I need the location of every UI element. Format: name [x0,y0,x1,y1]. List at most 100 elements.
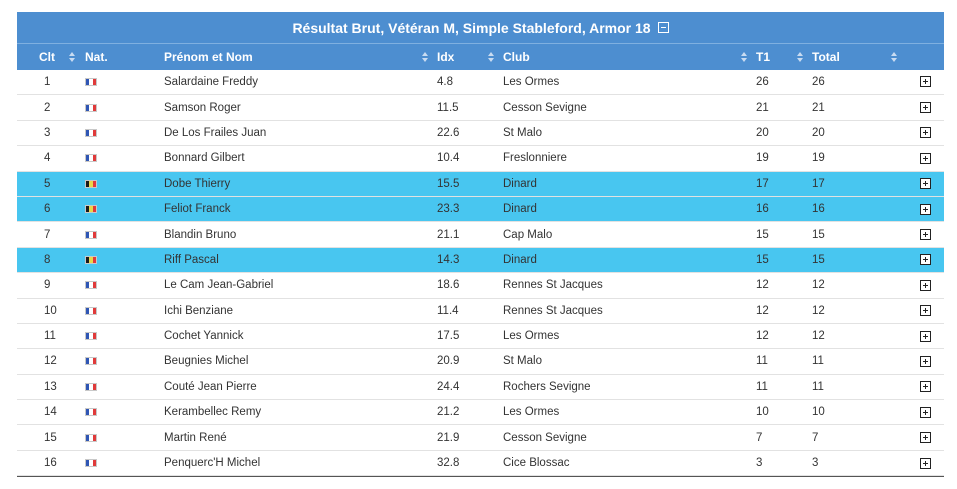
player-name: Dobe Thierry [164,177,231,190]
expand-cell [906,247,944,272]
sort-icon[interactable] [797,52,803,62]
t1-cell: 20 [756,126,769,139]
expand-icon[interactable] [919,152,931,164]
index-cell: 11.5 [437,101,459,114]
table-row[interactable]: 1 Salardaine Freddy 4.8 Les Ormes 26 26 [17,70,944,95]
table-row[interactable]: 16 Penquerc'H Michel 32.8 Cice Blossac 3 3 [17,450,944,476]
player-name: Bonnard Gilbert [164,152,245,165]
expand-icon[interactable] [919,203,931,215]
expand-icon[interactable] [919,330,931,342]
collapse-icon[interactable] [657,22,669,33]
expand-icon[interactable] [919,279,931,291]
club-cell: St Malo [503,355,542,368]
t1-cell: 11 [756,380,768,393]
expand-icon[interactable] [919,432,931,444]
table-row[interactable]: 14 Kerambellec Remy 21.2 Les Ormes 10 10 [17,400,944,425]
expand-icon[interactable] [919,381,931,393]
table-row[interactable]: 7 Blandin Bruno 21.1 Cap Malo 15 15 [17,222,944,248]
results-title: Résultat Brut, Vétéran M, Simple Stablef… [292,19,651,36]
total-cell: 19 [812,152,825,165]
table-bottom-border [17,476,944,477]
rank-cell: 11 [44,330,56,343]
table-row[interactable]: 3 De Los Frailes Juan 22.6 St Malo 20 20 [17,120,944,146]
flag-be-icon [85,179,97,188]
player-name: Beugnies Michel [164,355,249,368]
rank-cell: 3 [44,126,51,139]
index-cell: 17.5 [437,330,460,343]
player-name: Samson Roger [164,101,241,114]
table-row[interactable]: 2 Samson Roger 11.5 Cesson Sevigne 21 21 [17,95,944,121]
player-name: Martin René [164,431,227,444]
expand-cell [906,146,944,171]
index-cell: 4.8 [437,75,453,88]
club-cell: Les Ormes [503,330,560,343]
player-name: Penquerc'H Michel [164,457,261,470]
expand-cell [906,273,944,298]
column-header-nat[interactable]: Nat. [85,43,164,70]
nationality-cell [85,298,164,323]
t1-cell: 15 [756,228,769,241]
sort-icon[interactable] [891,52,897,62]
column-header-t1[interactable]: T1 [756,43,812,70]
column-header-idx[interactable]: Idx [437,43,503,70]
flag-fr-icon [85,281,97,290]
sort-icon[interactable] [69,52,75,62]
expand-icon[interactable] [919,127,931,139]
club-cell: Dinard [503,203,537,216]
rank-cell: 6 [17,196,85,221]
table-row[interactable]: 6 Feliot Franck 23.3 Dinard 16 16 [17,196,944,222]
sort-icon[interactable] [741,52,747,62]
column-header-expand [906,43,944,70]
club-cell: Cesson Sevigne [503,101,587,114]
table-row[interactable]: 12 Beugnies Michel 20.9 St Malo 11 11 [17,349,944,375]
t1-cell: 12 [756,304,769,317]
results-title-bar: Résultat Brut, Vétéran M, Simple Stablef… [17,12,944,43]
flag-be-icon [85,255,97,264]
index-cell: 20.9 [437,355,460,368]
index-cell: 18.6 [437,279,460,292]
nationality-cell [85,120,164,145]
column-header-total[interactable]: Total [812,43,906,70]
flag-fr-icon [85,433,97,442]
expand-icon[interactable] [919,457,931,469]
expand-icon[interactable] [919,254,931,266]
sort-icon[interactable] [488,52,494,62]
table-row[interactable]: 11 Cochet Yannick 17.5 Les Ormes 12 12 [17,323,944,349]
total-cell: 7 [812,431,819,444]
column-header-club[interactable]: Club [503,43,756,70]
total-cell: 15 [812,253,825,266]
expand-icon[interactable] [919,178,931,190]
nationality-cell [85,247,164,272]
player-name: Cochet Yannick [164,330,244,343]
table-row[interactable]: 4 Bonnard Gilbert 10.4 Freslonniere 19 19 [17,146,944,172]
table-row[interactable]: 13 Couté Jean Pierre 24.4 Rochers Sevigne 11… [17,374,944,400]
flag-fr-icon [85,306,97,315]
flag-fr-icon [85,408,97,417]
table-row[interactable]: 10 Ichi Benziane 11.4 Rennes St Jacques 12 12 [17,298,944,324]
column-header-clt[interactable]: Clt [17,43,85,70]
column-header-name[interactable]: Prénom et Nom [164,43,437,70]
table-row[interactable]: 15 Martin René 21.9 Cesson Sevigne 7 7 [17,425,944,451]
table-row[interactable]: 5 Dobe Thierry 15.5 Dinard 17 17 [17,171,944,197]
nationality-cell [85,146,164,171]
table-row[interactable]: 9 Le Cam Jean-Gabriel 18.6 Rennes St Jacque… [17,273,944,299]
flag-fr-icon [85,128,97,137]
nationality-cell [85,400,164,425]
results-table: Clt Nat. Prénom et Nom Idx Club T1 Total… [17,43,944,476]
expand-icon[interactable] [919,76,931,88]
rank-cell: 16 [44,457,57,470]
index-cell: 10.4 [437,152,460,165]
expand-icon[interactable] [919,305,931,317]
table-row[interactable]: 8 Riff Pascal 14.3 Dinard 15 15 [17,247,944,273]
rank-cell: 4 [44,152,51,165]
expand-icon[interactable] [919,229,931,240]
rank-cell: 15 [44,431,57,444]
expand-icon[interactable] [919,102,931,114]
expand-icon[interactable] [919,355,931,367]
nationality-cell [85,374,164,399]
total-cell: 17 [812,177,825,190]
sort-icon[interactable] [422,52,428,62]
t1-cell: 15 [756,253,769,266]
expand-icon[interactable] [919,406,931,418]
index-cell: 21.2 [437,406,460,419]
